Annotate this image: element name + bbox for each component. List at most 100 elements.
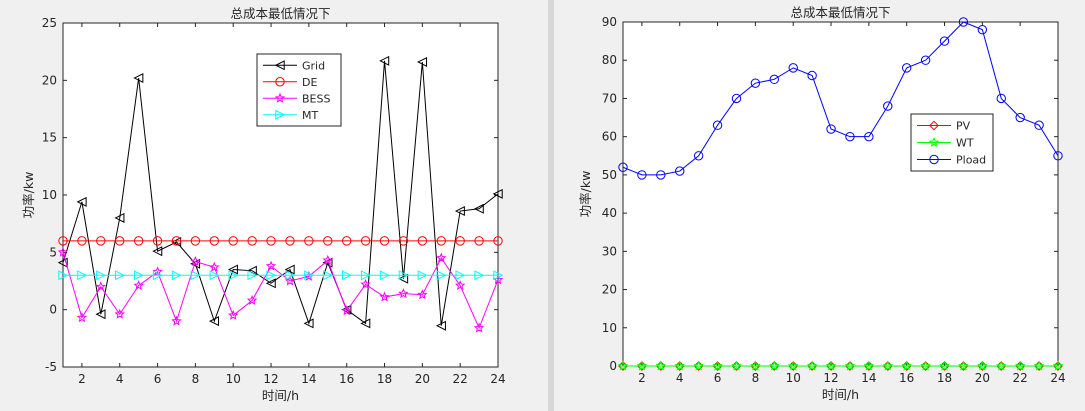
data-point-bess	[76, 312, 88, 323]
data-point-wt	[693, 360, 704, 371]
legend-marker-de	[275, 77, 285, 87]
data-point-bess	[209, 261, 220, 272]
data-point-de	[115, 236, 125, 246]
data-point-mt	[247, 270, 258, 281]
data-point-wt	[617, 360, 629, 371]
data-point-wt	[806, 360, 818, 371]
y-tick-label: 5	[49, 245, 57, 259]
x-tick-label: 6	[154, 372, 162, 386]
x-tick-label: 20	[975, 371, 990, 385]
legend-marker-pload	[929, 154, 939, 165]
data-point-mt	[474, 270, 485, 281]
data-point-bess	[114, 308, 125, 319]
x-tick-label: 16	[339, 372, 354, 386]
y-tick-label: 15	[42, 131, 57, 145]
data-point-wt	[901, 360, 912, 371]
data-point-wt	[731, 360, 742, 371]
data-point-de	[247, 236, 257, 246]
data-point-mt	[417, 270, 428, 281]
data-point-mt	[115, 270, 126, 281]
series-line-grid	[62, 60, 499, 326]
legend-label-grid: Grid	[302, 59, 325, 72]
data-point-bess	[227, 309, 239, 320]
data-point-bess	[133, 280, 144, 291]
data-point-grid	[265, 278, 276, 289]
series-pload	[618, 17, 1063, 180]
y-tick-label: 20	[602, 283, 617, 297]
data-point-de	[266, 236, 276, 246]
x-tick-label: 14	[301, 372, 316, 386]
data-point-pload	[637, 170, 647, 180]
y-tick-label: 70	[602, 91, 617, 105]
data-point-de	[96, 236, 106, 246]
legend: PV WT Pload	[910, 113, 994, 172]
y-tick-label: 90	[602, 15, 617, 29]
data-point-wt	[1014, 360, 1026, 371]
y-tick-label: 0	[49, 303, 57, 317]
chart-left: 2 4 6 8 10 12 14 16 18 20 22 24-50510152025总成本最低情况下…	[21, 6, 506, 403]
series-line-bess	[62, 252, 499, 330]
data-point-wt	[636, 360, 648, 371]
data-point-mt	[58, 270, 69, 281]
series-wt	[617, 360, 1064, 371]
data-point-pload	[675, 166, 685, 176]
x-axis-label: 时间/h	[262, 388, 299, 403]
legend-label-de: DE	[302, 76, 317, 89]
x-tick-label: 24	[490, 372, 505, 386]
data-point-pload	[1034, 120, 1044, 130]
x-tick-label: 10	[786, 371, 801, 385]
legend-label-pv: PV	[956, 120, 971, 133]
y-tick-label: 0	[609, 359, 617, 373]
y-tick-label: 10	[602, 321, 617, 335]
data-point-grid	[360, 318, 371, 329]
series-de	[58, 236, 503, 246]
data-point-mt	[436, 270, 447, 281]
x-tick-label: 4	[116, 372, 124, 386]
legend-label-wt: WT	[956, 137, 974, 150]
data-point-pload	[656, 170, 666, 180]
data-point-mt	[493, 270, 504, 281]
x-tick-label: 8	[752, 371, 760, 385]
data-point-de	[58, 236, 68, 246]
y-tick-label: 10	[42, 188, 57, 202]
data-point-mt	[96, 270, 107, 281]
data-point-wt	[1052, 360, 1064, 371]
panel-divider	[548, 0, 554, 411]
data-point-grid	[152, 246, 163, 257]
data-point-mt	[285, 270, 296, 281]
data-point-mt	[323, 270, 334, 281]
data-point-mt	[77, 270, 88, 281]
data-point-de	[493, 236, 503, 246]
data-point-de	[341, 236, 352, 246]
plot-area	[622, 21, 1059, 367]
y-tick-label: 30	[602, 244, 617, 258]
data-point-pload	[731, 93, 742, 104]
data-point-wt	[787, 360, 799, 371]
data-point-pload	[712, 120, 723, 130]
data-point-grid	[473, 203, 484, 214]
data-point-bess	[398, 288, 409, 299]
data-point-wt	[996, 360, 1007, 371]
data-point-bess	[265, 260, 277, 271]
data-point-wt	[674, 360, 685, 371]
data-point-grid	[398, 273, 409, 284]
x-tick-label: 22	[1013, 371, 1028, 385]
data-point-mt	[360, 270, 371, 281]
data-point-pload	[958, 17, 969, 27]
data-point-wt	[655, 360, 667, 371]
y-tick-label: 50	[602, 168, 617, 182]
data-point-wt	[958, 360, 969, 371]
chart-title: 总成本最低情况下	[230, 6, 330, 21]
chart-title: 总成本最低情况下	[790, 5, 890, 20]
y-tick-label: 80	[602, 53, 617, 67]
data-point-de	[398, 236, 409, 246]
data-point-grid	[303, 318, 314, 329]
data-point-wt	[1033, 360, 1045, 371]
legend: Grid DE BESS MT	[256, 53, 342, 127]
data-point-pload	[996, 93, 1006, 104]
data-point-pload	[901, 63, 912, 73]
legend-label-pload: Pload	[956, 154, 986, 167]
data-point-mt	[190, 270, 201, 281]
data-point-bess	[341, 305, 352, 316]
x-tick-label: 8	[192, 372, 200, 386]
